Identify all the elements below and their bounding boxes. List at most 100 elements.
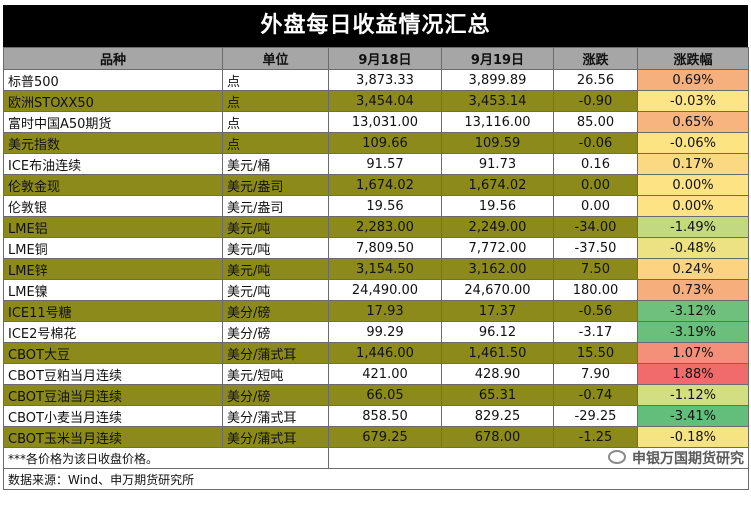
- row-name: LME铜: [3, 237, 223, 259]
- row-value-sep19: 3,453.14: [441, 90, 554, 112]
- row-change: -29.25: [553, 405, 638, 427]
- source-row: 数据来源：Wind、申万期货研究所: [3, 468, 749, 490]
- row-change: -0.90: [553, 90, 638, 112]
- table-row: 富时中国A50期货点 13,031.00 13,116.00 85.00 0.65%: [3, 111, 749, 133]
- row-change: -0.74: [553, 384, 638, 406]
- row-value-sep18: 679.25: [328, 426, 442, 448]
- row-unit: 美分/蒲式耳: [222, 342, 329, 364]
- row-change: 26.56: [553, 69, 638, 91]
- table-row: CBOT豆油当月连续 美分/磅 66.05 65.31 -0.74 -1.12%: [3, 384, 749, 406]
- table-row: 伦敦银 美元/盎司 19.56 19.56 0.00 0.00%: [3, 195, 749, 217]
- row-name: CBOT小麦当月连续: [3, 405, 223, 427]
- row-name: CBOT大豆: [3, 342, 223, 364]
- row-unit: 美元/短吨: [222, 363, 329, 385]
- row-name: 富时中国A50期货: [3, 111, 223, 133]
- table-row: CBOT豆粕当月连续 美元/短吨 421.00 428.90 7.90 1.88%: [3, 363, 749, 385]
- row-unit: 美分/磅: [222, 384, 329, 406]
- row-change-pct: 0.73%: [637, 279, 749, 301]
- table-row: LME锌 美元/吨 3,154.50 3,162.00 7.50 0.24%: [3, 258, 749, 280]
- row-unit: 美元/盎司: [222, 195, 329, 217]
- row-value-sep19: 7,772.00: [441, 237, 554, 259]
- row-name: LME锌: [3, 258, 223, 280]
- row-value-sep18: 3,454.04: [328, 90, 442, 112]
- row-unit: 美分/蒲式耳: [222, 405, 329, 427]
- row-change-pct: -1.12%: [637, 384, 749, 406]
- brand-text: 申银万国期货研究: [632, 451, 744, 467]
- row-name: 标普500: [3, 69, 223, 91]
- row-change-pct: -1.49%: [637, 216, 749, 238]
- row-name: ICE布油连续: [3, 153, 223, 175]
- header-change: 涨跌: [553, 47, 638, 70]
- row-change-pct: -3.12%: [637, 300, 749, 322]
- row-value-sep19: 428.90: [441, 363, 554, 385]
- row-change-pct: -0.03%: [637, 90, 749, 112]
- row-change-pct: -3.19%: [637, 321, 749, 343]
- table-row: 美元指数点 109.66 109.59 -0.06 -0.06%: [3, 132, 749, 154]
- table-row: LME镍 美元/吨 24,490.00 24,670.00 180.00 0.73%: [3, 279, 749, 301]
- row-unit: 美元/吨: [222, 216, 329, 238]
- row-value-sep19: 829.25: [441, 405, 554, 427]
- row-change: 7.90: [553, 363, 638, 385]
- header-name: 品种: [3, 47, 223, 70]
- table-row: 欧洲STOXX50 点 3,454.04 3,453.14 -0.90 -0.03%: [3, 90, 749, 112]
- header-date2: 9月19日: [441, 47, 554, 70]
- row-change-pct: 0.69%: [637, 69, 749, 91]
- row-change-pct: -3.41%: [637, 405, 749, 427]
- row-value-sep18: 91.57: [328, 153, 442, 175]
- row-change-pct: 0.65%: [637, 111, 749, 133]
- row-value-sep19: 3,162.00: [441, 258, 554, 280]
- header-unit: 单位: [222, 47, 329, 70]
- row-name: 欧洲STOXX50: [3, 90, 223, 112]
- row-change-pct: 0.00%: [637, 174, 749, 196]
- row-change: 7.50: [553, 258, 638, 280]
- row-change: -34.00: [553, 216, 638, 238]
- returns-table: 品种 单位 9月18日 9月19日 涨跌 涨跌幅 标普500 点 3,873.33 3…: [3, 47, 749, 490]
- row-change: -0.06: [553, 132, 638, 154]
- header-change-pct: 涨跌幅: [637, 47, 749, 70]
- table-row: 伦敦金现 美元/盎司 1,674.02 1,674.02 0.00 0.00%: [3, 174, 749, 196]
- header-date1: 9月18日: [328, 47, 442, 70]
- row-unit: 美分/蒲式耳: [222, 426, 329, 448]
- row-value-sep19: 3,899.89: [441, 69, 554, 91]
- row-value-sep18: 19.56: [328, 195, 442, 217]
- brand-cell: 申银万国期货研究: [328, 447, 749, 469]
- table-row: CBOT大豆 美分/蒲式耳 1,446.00 1,461.50 15.50 1.07%: [3, 342, 749, 364]
- table-row: ICE布油连续 美元/桶 91.57 91.73 0.16 0.17%: [3, 153, 749, 175]
- row-value-sep19: 1,674.02: [441, 174, 554, 196]
- row-unit: 美元/吨: [222, 279, 329, 301]
- row-value-sep18: 13,031.00: [328, 111, 442, 133]
- wechat-icon: [608, 450, 626, 464]
- row-value-sep18: 1,674.02: [328, 174, 442, 196]
- row-unit: 点: [222, 111, 329, 133]
- row-name: 伦敦银: [3, 195, 223, 217]
- row-value-sep19: 2,249.00: [441, 216, 554, 238]
- row-value-sep18: 99.29: [328, 321, 442, 343]
- row-value-sep19: 1,461.50: [441, 342, 554, 364]
- row-value-sep19: 91.73: [441, 153, 554, 175]
- row-change-pct: -0.48%: [637, 237, 749, 259]
- table-row: 标普500 点 3,873.33 3,899.89 26.56 0.69%: [3, 69, 749, 91]
- table-row: LME铜 美元/吨 7,809.50 7,772.00 -37.50 -0.48%: [3, 237, 749, 259]
- row-value-sep18: 3,154.50: [328, 258, 442, 280]
- row-unit: 美元/桶: [222, 153, 329, 175]
- row-change-pct: 0.00%: [637, 195, 749, 217]
- row-value-sep18: 109.66: [328, 132, 442, 154]
- row-value-sep18: 66.05: [328, 384, 442, 406]
- row-unit: 美元/吨: [222, 237, 329, 259]
- row-change: 0.16: [553, 153, 638, 175]
- row-value-sep18: 17.93: [328, 300, 442, 322]
- row-value-sep18: 7,809.50: [328, 237, 442, 259]
- row-change: 0.00: [553, 174, 638, 196]
- table-row: CBOT小麦当月连续 美分/蒲式耳 858.50 829.25 -29.25 -3.41%: [3, 405, 749, 427]
- row-name: CBOT豆粕当月连续: [3, 363, 223, 385]
- row-unit: 美元/盎司: [222, 174, 329, 196]
- row-name: ICE2号棉花: [3, 321, 223, 343]
- row-unit: 美分/磅: [222, 321, 329, 343]
- row-change: -37.50: [553, 237, 638, 259]
- row-value-sep19: 65.31: [441, 384, 554, 406]
- row-value-sep19: 13,116.00: [441, 111, 554, 133]
- row-unit: 点: [222, 69, 329, 91]
- row-change-pct: -0.06%: [637, 132, 749, 154]
- row-unit: 美元/吨: [222, 258, 329, 280]
- row-change: 85.00: [553, 111, 638, 133]
